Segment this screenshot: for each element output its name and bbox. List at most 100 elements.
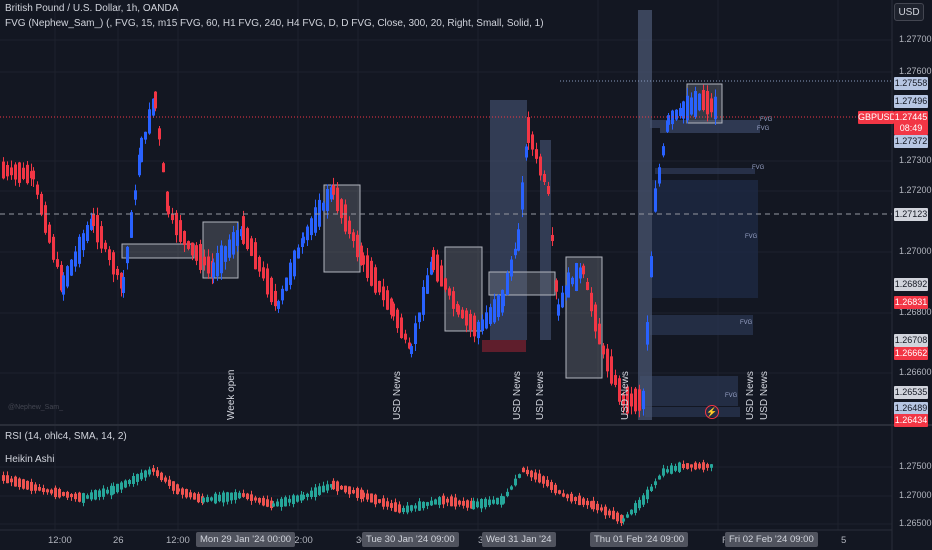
candle-body <box>250 238 253 256</box>
ha-body <box>98 490 101 498</box>
candle-body <box>232 232 235 255</box>
ha-body <box>318 486 321 495</box>
ha-body <box>646 489 649 500</box>
candle-body <box>340 199 343 219</box>
candle-body <box>436 254 439 282</box>
ha-body <box>426 502 429 506</box>
time-range-box[interactable]: Fri 02 Feb '24 09:00 <box>725 532 818 547</box>
candle-body <box>116 268 119 276</box>
candle-body <box>517 229 520 251</box>
ha-body <box>390 503 393 508</box>
candle-body <box>594 304 597 332</box>
candle-body <box>274 290 277 307</box>
ha-body <box>336 481 339 492</box>
ha-body <box>206 497 209 502</box>
candle-body <box>108 249 111 261</box>
ha-body <box>506 491 509 497</box>
alert-icon[interactable]: ⚡ <box>705 405 719 419</box>
candle-body <box>551 234 554 242</box>
event-usd-news[interactable]: USD News <box>745 371 756 420</box>
candle-body <box>614 375 617 385</box>
candle-body <box>281 288 284 301</box>
candle-body <box>90 218 93 230</box>
heikin-ashi-label[interactable]: Heikin Ashi <box>5 454 55 465</box>
candle-body <box>18 162 21 183</box>
time-range-box[interactable]: Wed 31 Jan '24 <box>482 532 556 547</box>
ha-body <box>706 464 709 468</box>
candle-body <box>285 277 288 291</box>
time-range-box[interactable]: Mon 29 Jan '24 00:00 <box>196 532 296 547</box>
ha-body <box>466 500 469 508</box>
candle-body <box>457 305 460 315</box>
rsi-label[interactable]: RSI (14, ohlc4, SMA, 14, 2) <box>5 431 127 442</box>
event-usd-news[interactable]: USD News <box>392 371 403 420</box>
fvg-label: FVG <box>725 393 738 399</box>
ha-body <box>160 472 163 481</box>
price-tick: 1.27600 <box>899 66 932 76</box>
time-label: 12:00 <box>166 535 190 546</box>
candle-body <box>477 321 480 339</box>
time-range-box[interactable]: Thu 01 Feb '24 09:00 <box>590 532 689 547</box>
candle-body <box>422 286 425 315</box>
ha-body <box>586 500 589 506</box>
candle-body <box>489 307 492 325</box>
currency-button[interactable]: USD <box>894 3 924 21</box>
event-usd-news[interactable]: USD News <box>620 371 631 420</box>
fvg-label: FVG <box>760 117 773 123</box>
candle-body <box>561 292 564 308</box>
candle-body <box>10 167 13 176</box>
candle-body <box>270 277 273 303</box>
time-range-box[interactable]: Tue 30 Jan '24 09:00 <box>362 532 459 547</box>
event-usd-news[interactable]: USD News <box>512 371 523 420</box>
ha-body <box>116 483 119 493</box>
time-label: F <box>722 535 728 546</box>
event-usd-news[interactable]: USD News <box>759 371 770 420</box>
candle-body <box>646 322 649 345</box>
candle-body <box>579 267 582 279</box>
candle-body <box>293 250 296 277</box>
candle-body <box>236 230 239 246</box>
indicator-legend[interactable]: FVG (Nephew_Sam_) (, FVG, 15, m15 FVG, 6… <box>5 18 544 29</box>
candle-body <box>40 193 43 215</box>
ha-body <box>306 493 309 497</box>
ha-body <box>326 484 329 491</box>
ha-body <box>172 481 175 491</box>
fvg-label: FVG <box>757 126 770 132</box>
candle-body <box>598 323 601 345</box>
candle-body <box>96 215 99 243</box>
ha-body <box>214 493 217 504</box>
event-week-open[interactable]: Week open <box>226 369 237 420</box>
event-usd-news[interactable]: USD News <box>535 371 546 420</box>
ha-body <box>442 495 445 505</box>
ha-body <box>422 501 425 509</box>
candle-body <box>465 310 468 326</box>
candle-body <box>571 277 574 285</box>
candle-body <box>302 236 305 244</box>
candle-body <box>710 98 713 113</box>
candle-body <box>360 245 363 266</box>
ha-body <box>570 493 573 502</box>
ha-body <box>434 499 437 505</box>
candle-body <box>547 186 550 194</box>
candle-body <box>266 268 269 295</box>
candle-body <box>543 173 546 183</box>
ha-body <box>370 493 373 503</box>
fvg-zone <box>652 180 758 298</box>
candle-body <box>706 90 709 115</box>
ha-body <box>128 480 131 484</box>
ha-body <box>106 489 109 494</box>
ha-body <box>356 488 359 498</box>
ha-body <box>554 484 557 494</box>
candle-body <box>175 212 178 236</box>
candle-body <box>634 388 637 412</box>
candle-body <box>207 256 210 274</box>
ha-body <box>562 493 565 497</box>
price-tag: 1.27372 <box>894 135 928 148</box>
ha-body <box>152 468 155 472</box>
candle-body <box>228 239 231 258</box>
candle-body <box>100 226 103 249</box>
fvg-zone <box>650 120 760 128</box>
candle-body <box>48 224 51 243</box>
